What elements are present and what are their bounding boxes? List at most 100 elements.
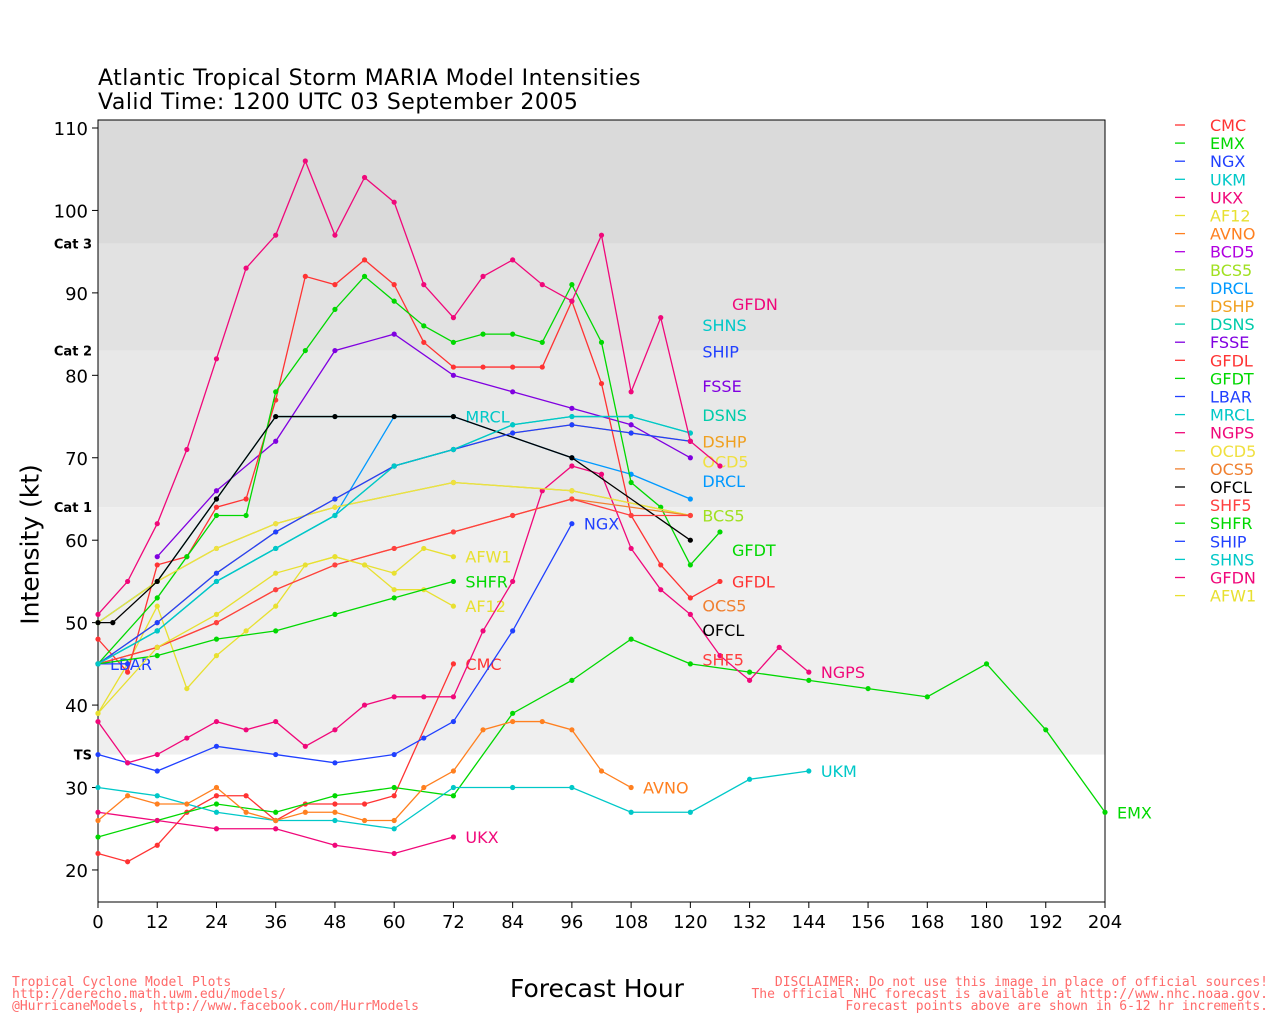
data-point bbox=[510, 784, 516, 791]
data-point bbox=[717, 463, 723, 469]
series-end-label: AVNO bbox=[643, 779, 688, 798]
series-line bbox=[97, 159, 721, 615]
y-tick-label: 90 bbox=[65, 284, 88, 305]
x-tick-label: 96 bbox=[560, 912, 583, 933]
x-tick-label: 180 bbox=[969, 912, 1003, 933]
data-point bbox=[243, 793, 249, 799]
footer-right: DISCLAIMER: Do not use this image in pla… bbox=[751, 976, 1268, 1014]
data-point bbox=[391, 545, 397, 552]
data-point bbox=[361, 257, 368, 263]
x-tick-label: 24 bbox=[205, 912, 228, 933]
data-point bbox=[125, 661, 131, 667]
series-gfdt: GFDT bbox=[95, 273, 776, 667]
series-end-label: NGPS bbox=[821, 663, 865, 682]
legend-entry: SHIP bbox=[1210, 532, 1247, 551]
series-avno: AVNO bbox=[95, 718, 689, 824]
legend-entry: FSSE bbox=[1210, 333, 1249, 352]
data-point bbox=[213, 496, 220, 502]
footer-left-line: Tropical Cyclone Model Plots bbox=[12, 975, 232, 990]
data-point bbox=[332, 727, 338, 733]
data-point bbox=[243, 512, 249, 519]
disclaimer-line: Forecast points above are shown in 6-12 … bbox=[845, 999, 1268, 1014]
data-point bbox=[569, 413, 575, 420]
data-point bbox=[332, 611, 338, 617]
data-point bbox=[125, 859, 131, 865]
data-point bbox=[332, 801, 338, 807]
data-point bbox=[687, 562, 693, 568]
data-point bbox=[598, 339, 605, 345]
data-point bbox=[687, 611, 693, 617]
y-tick-label: 20 bbox=[65, 861, 88, 882]
data-point bbox=[361, 273, 368, 279]
series-line bbox=[97, 638, 1106, 838]
legend-entry: LBAR bbox=[1210, 388, 1252, 407]
x-axis-label: Forecast Hour bbox=[510, 974, 684, 1003]
data-point bbox=[510, 578, 516, 585]
series-end-label: OCS5 bbox=[702, 596, 746, 615]
data-point bbox=[421, 323, 427, 329]
series-emx: EMX bbox=[95, 636, 1152, 840]
legend-entry: GFDT bbox=[1210, 369, 1254, 388]
legend-entry: NGPS bbox=[1210, 424, 1254, 443]
data-point bbox=[154, 653, 160, 659]
data-point bbox=[687, 595, 693, 601]
series-end-label: AF12 bbox=[465, 597, 506, 616]
x-tick-label: 0 bbox=[92, 912, 103, 933]
data-point bbox=[302, 273, 308, 279]
data-point bbox=[391, 817, 397, 824]
data-point bbox=[450, 694, 457, 700]
data-point bbox=[510, 628, 516, 634]
data-point bbox=[598, 232, 605, 238]
legend-entry: GFDN bbox=[1210, 569, 1256, 588]
data-point bbox=[273, 603, 279, 609]
data-point bbox=[717, 529, 723, 535]
data-point bbox=[421, 694, 427, 700]
series-end-label: CMC bbox=[465, 655, 501, 674]
y-tick-label: 40 bbox=[65, 696, 88, 717]
data-point bbox=[628, 389, 634, 395]
data-point bbox=[569, 455, 575, 461]
series-ngx: NGX bbox=[95, 515, 619, 774]
y-tick-label: 50 bbox=[65, 614, 88, 635]
data-point bbox=[213, 636, 220, 642]
data-point bbox=[421, 339, 427, 345]
data-point bbox=[924, 694, 930, 700]
series-end-label: UKX bbox=[465, 828, 498, 847]
legend-entry: UKX bbox=[1210, 188, 1243, 207]
data-point bbox=[450, 446, 457, 453]
data-point bbox=[213, 504, 220, 510]
data-point bbox=[480, 331, 486, 337]
legend-entry: OCD5 bbox=[1210, 442, 1256, 461]
data-point bbox=[628, 413, 634, 420]
data-point bbox=[391, 595, 397, 601]
data-point bbox=[658, 587, 664, 593]
data-point bbox=[806, 677, 812, 683]
category-band bbox=[98, 243, 1105, 351]
data-point bbox=[213, 611, 220, 617]
series-end-label: LBAR bbox=[110, 655, 152, 674]
data-point bbox=[450, 793, 457, 799]
legend-entry: NGX bbox=[1210, 152, 1245, 171]
data-point bbox=[154, 554, 160, 560]
data-point bbox=[598, 380, 605, 387]
x-tick-label: 192 bbox=[1029, 912, 1063, 933]
data-point bbox=[421, 282, 427, 288]
data-point bbox=[628, 784, 634, 791]
y-tick-label: 80 bbox=[65, 366, 88, 387]
data-point bbox=[510, 422, 516, 428]
series-end-label: GFDN bbox=[732, 295, 778, 314]
series-cmc: CMC bbox=[95, 655, 502, 865]
series-end-label: DSNS bbox=[702, 406, 747, 425]
data-point bbox=[332, 413, 338, 420]
data-point bbox=[391, 413, 397, 420]
y-tick-label: 110 bbox=[54, 119, 88, 140]
data-point bbox=[184, 735, 190, 741]
data-point bbox=[450, 479, 457, 486]
data-point bbox=[391, 784, 397, 791]
data-point bbox=[1102, 809, 1108, 815]
data-point bbox=[302, 347, 308, 354]
data-point bbox=[213, 356, 220, 362]
data-point bbox=[243, 727, 249, 733]
data-point bbox=[154, 644, 160, 650]
data-point bbox=[391, 587, 397, 593]
